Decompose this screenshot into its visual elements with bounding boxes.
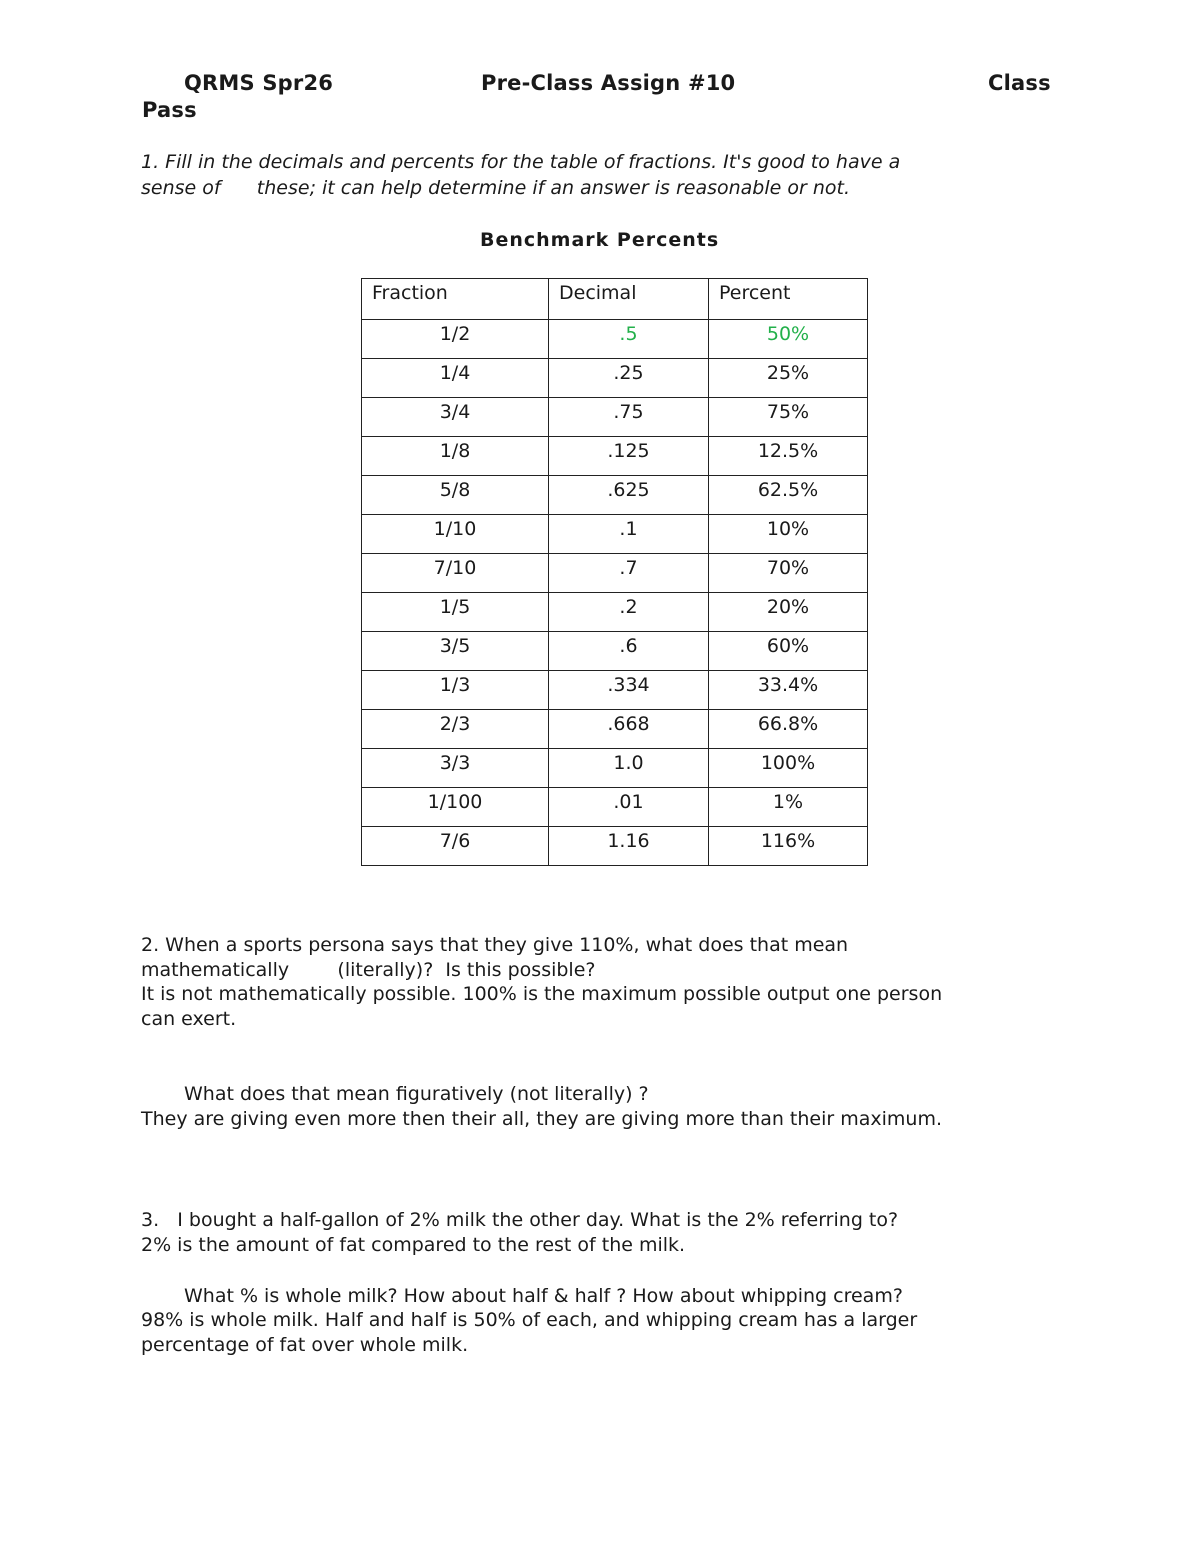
fraction-cell: 1/5 [361, 592, 549, 632]
decimal-cell: .334 [548, 670, 709, 710]
fraction-cell: 1/8 [361, 436, 549, 476]
fraction-cell: 7/6 [361, 826, 549, 866]
answer-3: 2% is the amount of fat compared to the … [141, 1234, 686, 1256]
answer-3b-line-1: 98% is whole milk. Half and half is 50% … [141, 1309, 918, 1331]
decimal-cell: .6 [548, 631, 709, 671]
table-row: 7/6 1.16 116% [361, 826, 868, 866]
header-decimal: Decimal [548, 278, 709, 320]
table-row: 3/4.75 75% [361, 397, 868, 437]
question-2-line-1: 2. When a sports persona says that they … [141, 934, 849, 956]
benchmark-table: Fraction Decimal Percent 1/2.5 50% 1/4.25 2… [361, 278, 868, 866]
percent-cell: 33.4% [708, 670, 868, 710]
decimal-cell: .1 [548, 514, 709, 554]
decimal-cell: .2 [548, 592, 709, 632]
header-fraction: Fraction [361, 278, 549, 320]
table-row: 1/3.334 33.4% [361, 670, 868, 710]
table-row: 1/5.2 20% [361, 592, 868, 632]
question-3: 3. I bought a half-gallon of 2% milk the… [141, 1209, 899, 1231]
fraction-cell: 3/3 [361, 748, 549, 788]
question-2-line-2: mathematically (literally)? Is this poss… [141, 959, 596, 981]
table-row: 1/2.5 50% [361, 319, 868, 359]
percent-cell: 12.5% [708, 436, 868, 476]
fraction-cell: 1/3 [361, 670, 549, 710]
decimal-cell: .25 [548, 358, 709, 398]
header-percent: Percent [708, 278, 868, 320]
table-row: 2/3.668 66.8% [361, 709, 868, 749]
decimal-cell: .125 [548, 436, 709, 476]
question-1-line-2: sense of these; it can help determine if… [141, 177, 850, 199]
percent-cell: 10% [708, 514, 868, 554]
fraction-cell: 1/10 [361, 514, 549, 554]
decimal-cell: .5 [548, 319, 709, 359]
table-row: 1/4.25 25% [361, 358, 868, 398]
decimal-cell: .01 [548, 787, 709, 827]
percent-cell: 66.8% [708, 709, 868, 749]
fraction-cell: 5/8 [361, 475, 549, 515]
percent-cell: 100% [708, 748, 868, 788]
percent-cell: 25% [708, 358, 868, 398]
percent-cell: 50% [708, 319, 868, 359]
fraction-cell: 1/4 [361, 358, 549, 398]
percent-cell: 1% [708, 787, 868, 827]
table-row: 3/5.6 60% [361, 631, 868, 671]
fraction-cell: 3/4 [361, 397, 549, 437]
table-row: 3/3 1.0 100% [361, 748, 868, 788]
question-2b: What does that mean figuratively (not li… [184, 1083, 649, 1105]
class-label: Class [988, 71, 1051, 95]
percent-cell: 62.5% [708, 475, 868, 515]
course-title: QRMS Spr26 [184, 71, 334, 95]
assignment-title: Pre-Class Assign #10 [481, 71, 736, 95]
decimal-cell: .7 [548, 553, 709, 593]
table-row: 1/10.1 10% [361, 514, 868, 554]
percent-cell: 60% [708, 631, 868, 671]
table-row: 1/8.125 12.5% [361, 436, 868, 476]
table-row: 7/10.7 70% [361, 553, 868, 593]
table-row: 5/8.625 62.5% [361, 475, 868, 515]
answer-2-line-1: It is not mathematically possible. 100% … [141, 983, 943, 1005]
answer-3b-line-2: percentage of fat over whole milk. [141, 1334, 469, 1356]
question-3b: What % is whole milk? How about half & h… [184, 1285, 903, 1307]
answer-2-line-2: can exert. [141, 1008, 237, 1030]
percent-cell: 116% [708, 826, 868, 866]
decimal-cell: 1.16 [548, 826, 709, 866]
decimal-cell: .625 [548, 475, 709, 515]
fraction-cell: 1/2 [361, 319, 549, 359]
percent-cell: 70% [708, 553, 868, 593]
fraction-cell: 2/3 [361, 709, 549, 749]
question-1-line-1: 1. Fill in the decimals and percents for… [141, 151, 901, 173]
decimal-cell: .75 [548, 397, 709, 437]
percent-cell: 75% [708, 397, 868, 437]
fraction-cell: 3/5 [361, 631, 549, 671]
table-title: Benchmark Percents [480, 229, 720, 251]
fraction-cell: 7/10 [361, 553, 549, 593]
decimal-cell: .668 [548, 709, 709, 749]
pass-label: Pass [142, 98, 197, 122]
percent-cell: 20% [708, 592, 868, 632]
answer-2b: They are giving even more then their all… [141, 1108, 942, 1130]
table-header-row: Fraction Decimal Percent [361, 278, 868, 320]
decimal-cell: 1.0 [548, 748, 709, 788]
table-row: 1/100.01 1% [361, 787, 868, 827]
fraction-cell: 1/100 [361, 787, 549, 827]
